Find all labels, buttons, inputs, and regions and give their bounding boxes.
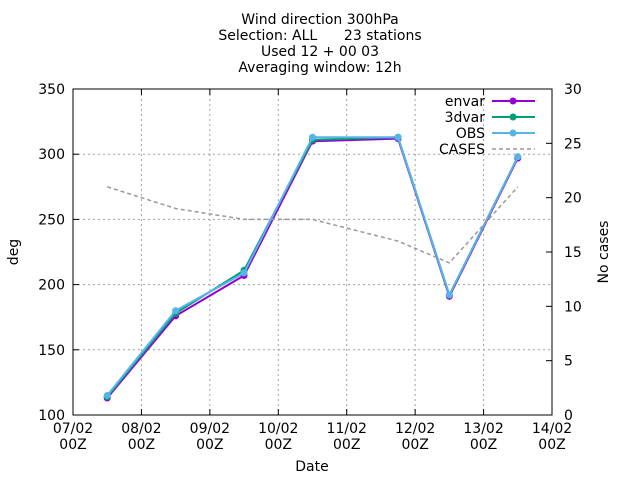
y-tick-label: 200 bbox=[38, 278, 65, 294]
grid-lines bbox=[73, 89, 552, 415]
point-obs bbox=[514, 153, 522, 161]
y-tick-label: 150 bbox=[38, 343, 65, 359]
x-tick-label-time: 00Z bbox=[333, 437, 360, 453]
x-tick-label-time: 00Z bbox=[265, 437, 292, 453]
series-group bbox=[103, 133, 522, 402]
axis-ticks: 10015020025030035005101520253007/0200Z08… bbox=[38, 82, 582, 453]
legend-marker-obs bbox=[509, 129, 517, 137]
x-tick-label-date: 09/02 bbox=[190, 421, 230, 437]
y2-tick-label: 30 bbox=[564, 82, 582, 98]
x-tick-label-date: 13/02 bbox=[463, 421, 503, 437]
chart-title-line-2: Selection: ALL 23 stations bbox=[218, 28, 422, 44]
series-line-obs bbox=[106, 136, 519, 397]
legend-marker-envar bbox=[509, 97, 517, 105]
series-line-cases bbox=[106, 186, 519, 264]
y-tick-label: 350 bbox=[38, 82, 65, 98]
point-obs bbox=[172, 307, 180, 315]
point-obs bbox=[240, 269, 248, 277]
y2-tick-label: 0 bbox=[564, 408, 573, 424]
series-line-envar bbox=[106, 137, 519, 399]
legend-label-cases: CASES bbox=[439, 142, 485, 158]
x-tick-label-date: 14/02 bbox=[532, 421, 572, 437]
x-tick-label-time: 00Z bbox=[59, 437, 86, 453]
x-tick-label-time: 00Z bbox=[196, 437, 223, 453]
legend-label-envar: envar bbox=[445, 94, 485, 110]
x-tick-label-time: 00Z bbox=[401, 437, 428, 453]
y2-tick-label: 20 bbox=[564, 191, 582, 207]
x-tick-label-time: 00Z bbox=[470, 437, 497, 453]
x-tick-label-time: 00Z bbox=[538, 437, 565, 453]
legend-label-obs: OBS bbox=[456, 126, 485, 142]
x-tick-label-date: 11/02 bbox=[327, 421, 367, 437]
x-tick-label-date: 07/02 bbox=[53, 421, 93, 437]
legend-label-3dvar: 3dvar bbox=[445, 110, 486, 126]
x-axis-label: Date bbox=[295, 459, 328, 475]
x-tick-label-date: 10/02 bbox=[258, 421, 298, 437]
y2-tick-label: 15 bbox=[564, 245, 582, 261]
y-tick-label: 300 bbox=[38, 147, 65, 163]
x-tick-label-date: 12/02 bbox=[395, 421, 435, 437]
chart-title-line-3: Used 12 + 00 03 bbox=[260, 44, 379, 60]
y2-axis-label: No cases bbox=[596, 221, 612, 284]
legend-marker-3dvar bbox=[509, 113, 517, 121]
point-obs bbox=[103, 391, 111, 399]
y-axis-label: deg bbox=[6, 239, 22, 265]
y2-tick-label: 25 bbox=[564, 136, 582, 152]
y-tick-label: 250 bbox=[38, 212, 65, 228]
point-obs bbox=[445, 291, 453, 299]
point-obs bbox=[309, 133, 316, 141]
y2-tick-label: 5 bbox=[564, 354, 573, 370]
y2-tick-label: 10 bbox=[564, 299, 582, 315]
y-tick-label: 100 bbox=[38, 408, 65, 424]
point-obs bbox=[394, 133, 402, 141]
chart-title-line-1: Wind direction 300hPa bbox=[241, 12, 399, 28]
series-line-3dvar bbox=[106, 136, 519, 398]
x-tick-label-date: 08/02 bbox=[121, 421, 161, 437]
chart-title-line-4: Averaging window: 12h bbox=[238, 60, 402, 76]
x-tick-label-time: 00Z bbox=[128, 437, 155, 453]
